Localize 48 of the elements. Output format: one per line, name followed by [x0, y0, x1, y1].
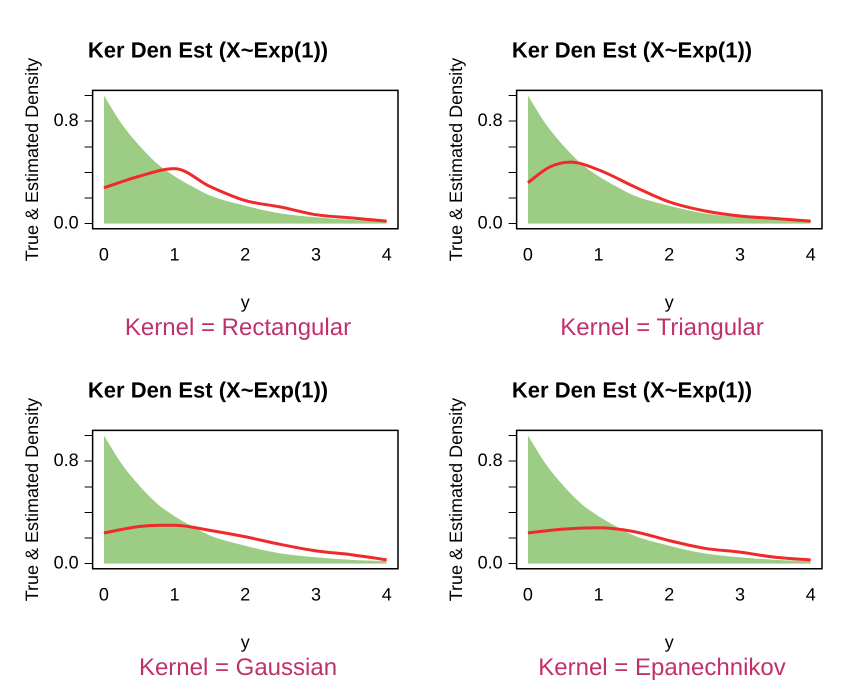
- x-tick-label: 0: [98, 584, 109, 605]
- x-tick-label: 1: [594, 244, 604, 265]
- x-tick-label: 2: [664, 244, 674, 265]
- chart-title: Ker Den Est (X~Exp(1)): [88, 37, 328, 62]
- x-tick-label: 3: [310, 584, 322, 605]
- chart-title: Ker Den Est (X~Exp(1)): [512, 377, 752, 402]
- y-axis-title: True & Estimated Density: [22, 398, 42, 602]
- x-axis-title: y: [240, 292, 250, 312]
- y-tick-label: 0.0: [478, 212, 503, 233]
- x-tick-label: 4: [382, 244, 392, 265]
- y-axis-title: True & Estimated Density: [446, 398, 466, 602]
- y-tick-label: 0.0: [478, 552, 503, 573]
- x-tick-label: 2: [664, 584, 674, 605]
- x-tick-label: 4: [806, 584, 816, 605]
- y-tick-label: 0.8: [478, 450, 503, 470]
- y-tick-label: 0.8: [54, 110, 79, 130]
- x-tick-label: 0: [522, 584, 533, 605]
- x-tick-label: 4: [382, 584, 392, 605]
- x-axis-title: y: [240, 632, 250, 652]
- y-tick-label: 0.8: [478, 110, 503, 130]
- x-tick-label: 1: [170, 244, 180, 265]
- x-tick-label: 2: [240, 584, 250, 605]
- x-tick-label: 1: [170, 584, 180, 605]
- x-tick-label: 3: [734, 584, 746, 605]
- chart-title: Ker Den Est (X~Exp(1)): [512, 37, 752, 62]
- y-tick-label: 0.0: [54, 212, 79, 233]
- line-series: [526, 526, 812, 562]
- text: Kernel = Triangular: [559, 314, 764, 342]
- x-tick-label: 1: [594, 584, 604, 605]
- x-tick-label: 3: [734, 244, 746, 265]
- x-tick-label: 0: [522, 244, 533, 265]
- x-tick-label: 4: [806, 244, 816, 265]
- y-tick-label: 0.8: [54, 450, 79, 470]
- y-axis-title: True & Estimated Density: [22, 58, 42, 262]
- x-axis-title: y: [664, 292, 674, 312]
- chart-title: Ker Den Est (X~Exp(1)): [88, 377, 328, 402]
- y-axis-title: True & Estimated Density: [446, 58, 466, 262]
- x-tick-label: 2: [240, 244, 250, 265]
- text: Kernel = Gaussian: [138, 654, 338, 682]
- text: Kernel = Epanechnikov: [537, 654, 786, 682]
- line-series: [102, 167, 388, 223]
- line-series: [102, 524, 388, 562]
- x-axis-title: y: [664, 632, 674, 652]
- y-tick-label: 0.0: [54, 552, 79, 573]
- x-tick-label: 0: [98, 244, 109, 265]
- x-tick-label: 3: [310, 244, 322, 265]
- text: Kernel = Rectangular: [124, 314, 352, 342]
- line-series: [526, 160, 812, 223]
